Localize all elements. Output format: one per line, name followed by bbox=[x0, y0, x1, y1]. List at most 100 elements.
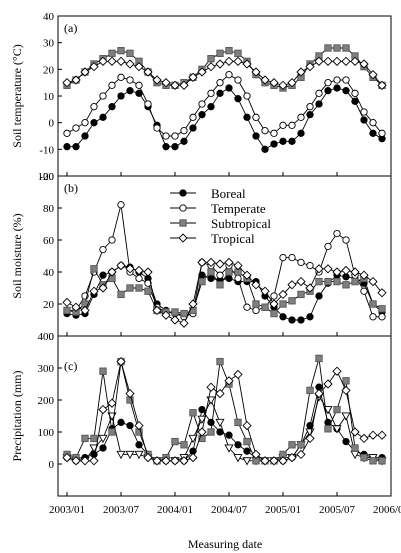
panel-b-point-tropical bbox=[278, 289, 288, 300]
panel-b-point-tropical bbox=[170, 315, 180, 325]
panel-c-point-subtropical bbox=[243, 437, 251, 446]
panel-b-point-tropical bbox=[323, 264, 333, 274]
panel-b-point-tropical bbox=[251, 280, 261, 290]
panel-a-point-tropical bbox=[251, 67, 261, 77]
panel-a-point-tropical bbox=[296, 67, 306, 77]
panel-b-point-temperate bbox=[378, 313, 386, 321]
panel-a-line-boreal bbox=[67, 87, 383, 150]
panel-a-point-subtropical bbox=[342, 44, 350, 52]
panel-c-point-tropical bbox=[179, 456, 189, 466]
panel-b-point-tropical bbox=[314, 264, 324, 274]
panel-a-point-boreal bbox=[279, 137, 287, 145]
panel-a-label: (a) bbox=[64, 21, 77, 35]
panel-c-point-tropical bbox=[197, 427, 207, 437]
panel-c-point-subtropical bbox=[288, 441, 296, 449]
panel-a-point-boreal bbox=[189, 124, 197, 132]
panel-b-point-tropical bbox=[305, 283, 315, 293]
panel-c-point-tropical bbox=[314, 388, 324, 399]
legend-marker-boreal bbox=[179, 189, 187, 197]
panel-a-point-temperate bbox=[261, 127, 269, 135]
panel-a-point-tropical bbox=[278, 80, 288, 90]
panel-c-point-boreal bbox=[225, 431, 233, 439]
panel-b: (b) Soil moisture (%) 0 20 40 60 80 100 Borea… bbox=[10, 171, 392, 343]
panel-a-point-temperate bbox=[270, 129, 278, 137]
panel-c-point-temperate bbox=[98, 434, 108, 444]
panel-a-point-tropical bbox=[98, 56, 108, 66]
panel-a-point-tropical bbox=[71, 75, 81, 85]
panel-c-point-boreal bbox=[99, 444, 107, 452]
panel-a-point-temperate bbox=[378, 129, 386, 137]
legend-marker-tropical bbox=[178, 233, 188, 243]
panel-a-point-boreal bbox=[261, 145, 269, 153]
panel-a-point-tropical bbox=[242, 59, 252, 69]
panel-a-point-boreal bbox=[207, 103, 215, 111]
panel-b-point-boreal bbox=[279, 313, 287, 321]
panel-a-point-boreal bbox=[63, 143, 71, 151]
panel-a-point-tropical bbox=[188, 72, 198, 82]
panel-a-point-tropical bbox=[287, 78, 297, 88]
panel-c-point-tropical bbox=[188, 452, 198, 463]
panel-c-point-temperate bbox=[332, 425, 342, 434]
panel-c-y-ticks: 0 100 200 300 400 bbox=[38, 331, 62, 471]
panel-b-point-temperate bbox=[342, 236, 350, 244]
panel-a-point-temperate bbox=[369, 119, 377, 127]
panel-b-point-subtropical bbox=[324, 277, 332, 286]
panel-b-point-temperate bbox=[270, 292, 278, 300]
panel-a-y-tick-label: 0 bbox=[49, 118, 55, 130]
panel-a-point-tropical bbox=[341, 56, 351, 66]
panel-a-point-temperate bbox=[216, 79, 224, 87]
panel-a-point-boreal bbox=[180, 137, 188, 145]
panel-a-point-boreal bbox=[126, 87, 134, 95]
panel-a-point-tropical bbox=[215, 59, 225, 69]
panel-c-point-subtropical bbox=[81, 434, 89, 443]
panel-a-point-temperate bbox=[162, 132, 170, 140]
panel-b-point-subtropical bbox=[288, 297, 296, 305]
panel-c-point-tropical bbox=[341, 385, 351, 396]
panel-c-point-boreal bbox=[198, 405, 206, 414]
panel-a-point-boreal bbox=[90, 119, 98, 127]
panel-c-point-tropical bbox=[98, 404, 108, 415]
panel-b-label: (b) bbox=[64, 181, 78, 195]
panel-c-y-tick-label: 200 bbox=[38, 395, 55, 407]
panel-c-point-tropical bbox=[323, 379, 333, 389]
panel-b-point-temperate bbox=[324, 242, 332, 251]
panel-a-point-temperate bbox=[180, 127, 188, 135]
panel-a-point-boreal bbox=[333, 84, 341, 92]
panel-b-point-subtropical bbox=[315, 277, 323, 286]
panel-c-point-tropical bbox=[116, 356, 126, 367]
panel-a-point-boreal bbox=[342, 87, 350, 95]
panel-a-point-boreal bbox=[324, 87, 332, 95]
panel-a-point-tropical bbox=[332, 56, 342, 66]
panel-b-point-tropical bbox=[350, 267, 360, 277]
panel-a-point-boreal bbox=[369, 129, 377, 137]
panel-a-point-boreal bbox=[117, 92, 125, 100]
panel-c-point-temperate bbox=[350, 450, 360, 460]
panel-a-point-tropical bbox=[161, 78, 171, 88]
panel-b-point-subtropical bbox=[126, 284, 134, 292]
panel-a-point-tropical bbox=[368, 70, 378, 80]
panel-a-y-tick-label: -10 bbox=[39, 144, 54, 156]
panel-b-point-temperate bbox=[288, 253, 296, 262]
panel-a-point-tropical bbox=[179, 80, 189, 90]
x-tick-label: 2004/07 bbox=[211, 504, 248, 516]
panel-a-point-temperate bbox=[81, 119, 89, 127]
panel-b-point-boreal bbox=[306, 313, 314, 321]
panel-c-point-tropical bbox=[269, 456, 279, 466]
panel-b-point-temperate bbox=[99, 245, 107, 254]
panel-a-point-temperate bbox=[189, 113, 197, 121]
panel-b-point-subtropical bbox=[90, 265, 98, 273]
panel-b-point-boreal bbox=[207, 274, 215, 283]
panel-a-point-boreal bbox=[72, 143, 80, 151]
panel-a-point-subtropical bbox=[117, 47, 125, 55]
panel-b-y-tick-label: 100 bbox=[38, 171, 55, 183]
panel-c-point-subtropical bbox=[189, 409, 197, 417]
panel-a-point-tropical bbox=[206, 62, 216, 72]
panel-b-point-subtropical bbox=[198, 277, 206, 286]
panel-c-point-tropical bbox=[296, 449, 306, 460]
panel-c-point-tropical bbox=[332, 366, 342, 376]
panel-b-point-subtropical bbox=[351, 277, 359, 286]
panel-b-point-tropical bbox=[98, 283, 108, 293]
panel-a-point-tropical bbox=[152, 75, 162, 85]
panel-a-y-axis-title: Soil temperature (°C) bbox=[10, 44, 24, 147]
